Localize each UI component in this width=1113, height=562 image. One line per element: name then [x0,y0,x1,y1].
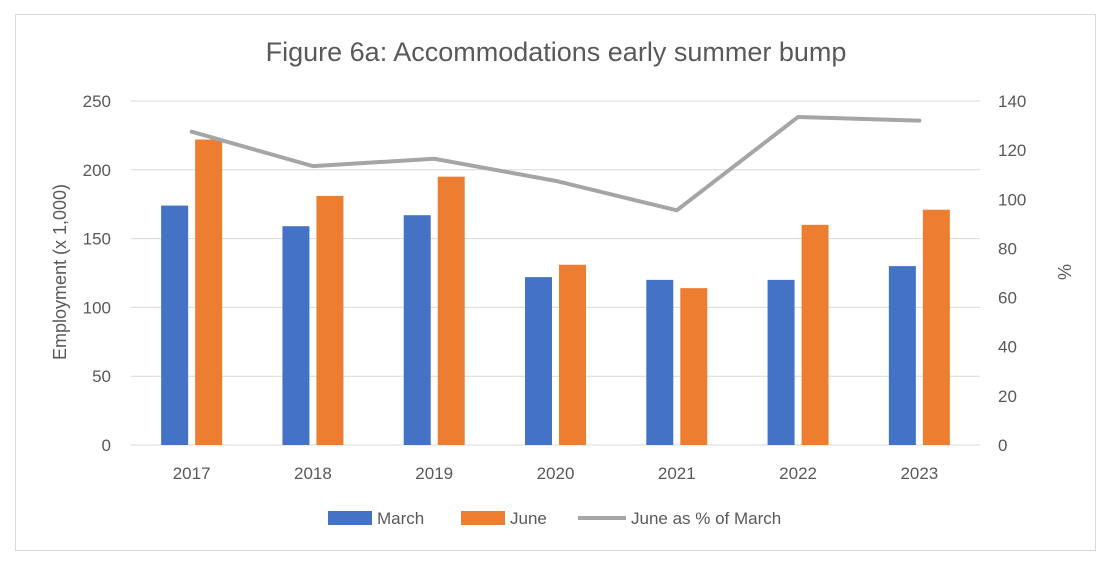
bar-june-2022 [801,224,829,445]
y-tick-label: 250 [83,92,111,111]
legend-label: June as % of March [631,509,781,528]
legend-item: June as % of March [578,509,781,528]
legend-label: March [377,509,424,528]
line-series [189,114,922,213]
y2-tick-label: 0 [998,436,1007,455]
chart-title: Figure 6a: Accommodations early summer b… [266,37,847,67]
legend-item: June [461,509,547,528]
x-tick-label: 2023 [900,464,938,483]
gridlines [131,100,980,446]
y2-axis-ticks: 0 20 40 60 80 100 120 140 [998,92,1026,455]
bars [161,139,950,445]
line-june-as-pct-of-march [189,114,922,213]
y2-axis-title: % [1054,264,1074,280]
legend-label: June [510,509,547,528]
y2-tick-label: 40 [998,338,1017,357]
y2-tick-label: 20 [998,387,1017,406]
x-tick-label: 2019 [415,464,453,483]
x-axis-ticks: 2017 2018 2019 2020 2021 2022 2023 [173,464,939,483]
legend-swatch [328,511,372,525]
y2-tick-label: 80 [998,239,1017,258]
y-tick-label: 100 [83,298,111,317]
y-tick-label: 150 [83,230,111,249]
x-tick-label: 2018 [294,464,332,483]
bar-march-2020 [525,277,552,445]
x-tick-label: 2022 [779,464,817,483]
bar-march-2018 [282,226,310,445]
bar-june-2023 [922,209,950,445]
y2-tick-label: 120 [998,141,1026,160]
bar-june-2021 [680,288,708,445]
y-tick-label: 50 [92,367,111,386]
bar-june-2019 [437,176,465,445]
x-tick-label: 2021 [658,464,696,483]
bar-march-2017 [161,205,189,445]
legend: March June June as % of March [328,509,781,528]
bar-march-2023 [888,266,916,445]
y2-tick-label: 100 [998,190,1026,209]
y-axis-title: Employment (x 1,000) [50,184,70,360]
bar-march-2021 [646,279,674,445]
bar-march-2022 [767,279,795,445]
y2-tick-label: 60 [998,289,1017,308]
bar-june-2020 [559,264,586,445]
x-tick-label: 2020 [537,464,575,483]
y-tick-label: 200 [83,161,111,180]
bar-june-2017 [195,139,223,445]
legend-item: March [328,509,424,528]
bar-june-2018 [316,195,344,445]
x-tick-label: 2017 [173,464,211,483]
y-axis-ticks: 0 50 100 150 200 250 [83,92,111,455]
y2-tick-label: 140 [998,92,1026,111]
bar-march-2019 [403,215,431,445]
y-tick-label: 0 [102,436,111,455]
legend-swatch [461,511,505,525]
